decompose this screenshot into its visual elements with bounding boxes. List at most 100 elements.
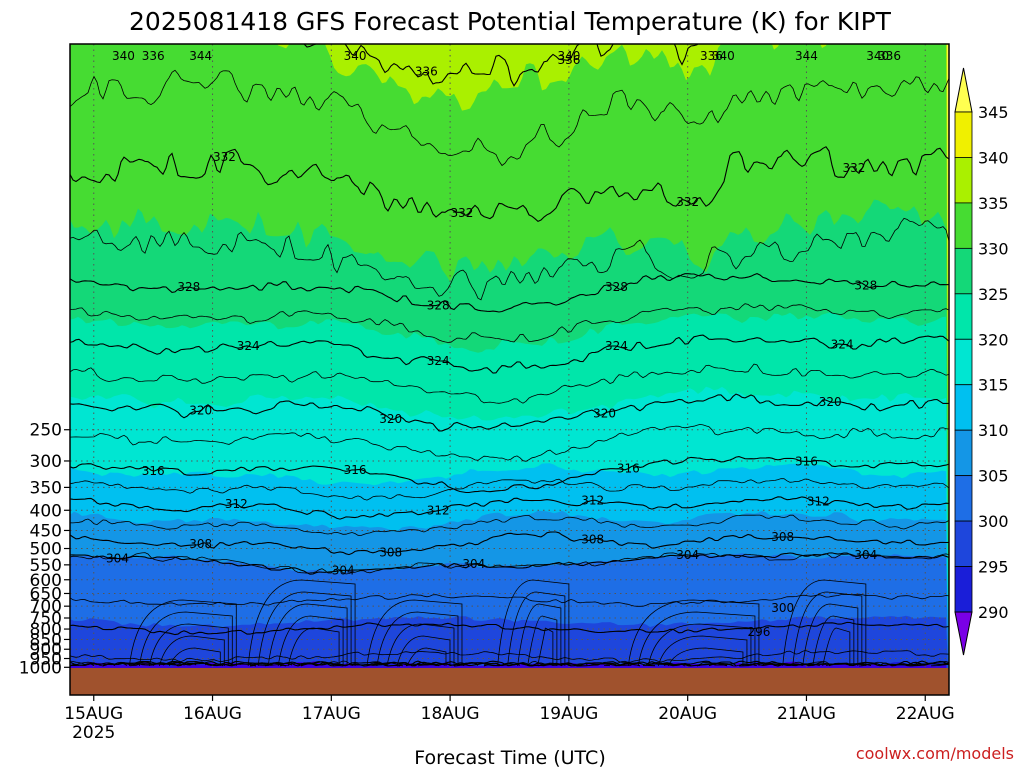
colorbar-label: 325: [978, 285, 1009, 304]
contour-label: 316: [344, 463, 367, 477]
contour-label: 304: [106, 551, 129, 565]
surface-ground: [70, 668, 949, 695]
colorbar-extend-bottom: [954, 611, 973, 656]
contour-label: 308: [379, 545, 402, 559]
x-tick-label: 16AUG: [183, 704, 242, 724]
y-tick-label: 1000: [19, 658, 62, 678]
y-tick-label: 700: [30, 597, 62, 617]
contour-boundary-layer: [277, 615, 344, 667]
contour-324: [70, 334, 949, 374]
x-tick-label: 21AUG: [777, 704, 836, 724]
x-axis: 15AUG 16AUG 17AUG 18AUG 19AUG 20AUG 21AUG 22AUG…: [64, 695, 955, 743]
x-tick-label: 19AUG: [539, 704, 598, 724]
colorbar-swatch: [954, 111, 973, 158]
contour-label: 308: [581, 532, 604, 546]
colorbar-swatch: [954, 520, 973, 567]
colorbar-swatch: [954, 429, 973, 477]
contour-label: 340: [557, 49, 580, 63]
contour-boundary-layer: [267, 603, 348, 667]
contour-312: [70, 496, 949, 520]
contour-boundary-layer: [802, 603, 859, 667]
colorbar-swatch: [954, 384, 973, 431]
contour-boundary-layer: [822, 627, 851, 667]
contour-330: [70, 217, 949, 301]
x-tick-label: 17AUG: [302, 704, 361, 724]
y-tick-label: 250: [30, 421, 62, 441]
contour-label: 336: [878, 49, 901, 63]
contour-boundary-layer: [782, 579, 867, 667]
contour-316: [70, 456, 949, 494]
contour-label: 336: [415, 65, 438, 79]
y-tick-label: 550: [30, 556, 62, 576]
contour-label: 324: [427, 354, 450, 368]
contour-boundary-layer: [148, 623, 229, 667]
contour-boundary-layer: [812, 615, 855, 667]
contour-label: 328: [427, 298, 450, 312]
chart-title: 2025081418 GFS Forecast Potential Temper…: [129, 7, 892, 36]
contour-boundary-layer: [386, 623, 455, 667]
contour-boundary-layer: [507, 591, 566, 667]
colorbar-swatch: [954, 157, 973, 204]
colorbar-swatch: [954, 293, 973, 340]
contour-boundary-layer: [128, 599, 237, 667]
contour-label: 336: [557, 53, 580, 67]
contour-boundary-layer: [406, 647, 447, 667]
y-tick-label: 850: [30, 630, 62, 650]
x-year-label: 2025: [72, 723, 115, 743]
y-tick-label: 750: [30, 609, 62, 629]
contour-label: 332: [451, 206, 474, 220]
y-tick-label: 600: [30, 571, 62, 591]
contour-boundary-layer: [287, 627, 340, 667]
contour-332: [70, 146, 949, 223]
contour-label: 320: [379, 412, 402, 426]
contour-boundary-layer: [376, 611, 459, 667]
contour-label: 320: [819, 395, 842, 409]
y-tick-label: 900: [30, 640, 62, 660]
contour-boundary-layer: [257, 591, 352, 667]
contour-310: [70, 514, 949, 536]
contour-label: 312: [225, 497, 248, 511]
contour-320: [70, 393, 949, 432]
y-tick-label: 800: [30, 620, 62, 640]
contour-boundary-layer: [667, 647, 744, 667]
y-tick-label: 500: [30, 540, 62, 560]
contour-boundary-layer: [657, 635, 748, 667]
colorbar-label: 345: [978, 103, 1009, 122]
x-tick-label: 15AUG: [64, 704, 123, 724]
contour-label: 336: [700, 49, 723, 63]
contour-label: 340: [112, 49, 135, 63]
contour-boundary-layer: [792, 591, 863, 667]
colorbar-swatch: [954, 247, 973, 295]
contour-label: 312: [581, 493, 604, 507]
contour-label: 308: [771, 530, 794, 544]
contour-boundary-layer: [247, 579, 356, 667]
contour-boundary-layer: [647, 623, 752, 667]
contour-boundary-layer: [366, 599, 463, 667]
contour-label: 324: [237, 339, 260, 353]
contour-label: 324: [605, 339, 628, 353]
contour-label: 304: [332, 563, 355, 577]
y-tick-label: 300: [30, 452, 62, 472]
colorbar-swatch: [954, 338, 973, 386]
x-axis-label: Forecast Time (UTC): [414, 747, 605, 768]
colorbar-label: 305: [978, 467, 1009, 486]
colorbar-label: 310: [978, 421, 1009, 440]
contour-boundary-layer: [517, 603, 562, 667]
contour-label: 324: [831, 337, 854, 351]
colorbar-label: 300: [978, 512, 1009, 531]
x-tick-label: 22AUG: [896, 704, 955, 724]
contour-label: 300: [771, 601, 794, 615]
x-tick-label: 18AUG: [421, 704, 480, 724]
y-tick-label: 650: [30, 584, 62, 604]
contour-label: 340: [712, 49, 735, 63]
contour-334: [70, 69, 949, 167]
contour-label: 320: [593, 406, 616, 420]
y-tick-label: 950: [30, 650, 62, 670]
contour-300: [70, 621, 949, 636]
contour-label: 308: [189, 537, 212, 551]
contour-label: 332: [213, 150, 236, 164]
colorbar-swatch: [954, 475, 973, 522]
contour-boundary-layer: [537, 627, 554, 667]
contour-label: 336: [142, 49, 165, 63]
contour-314: [70, 478, 949, 501]
